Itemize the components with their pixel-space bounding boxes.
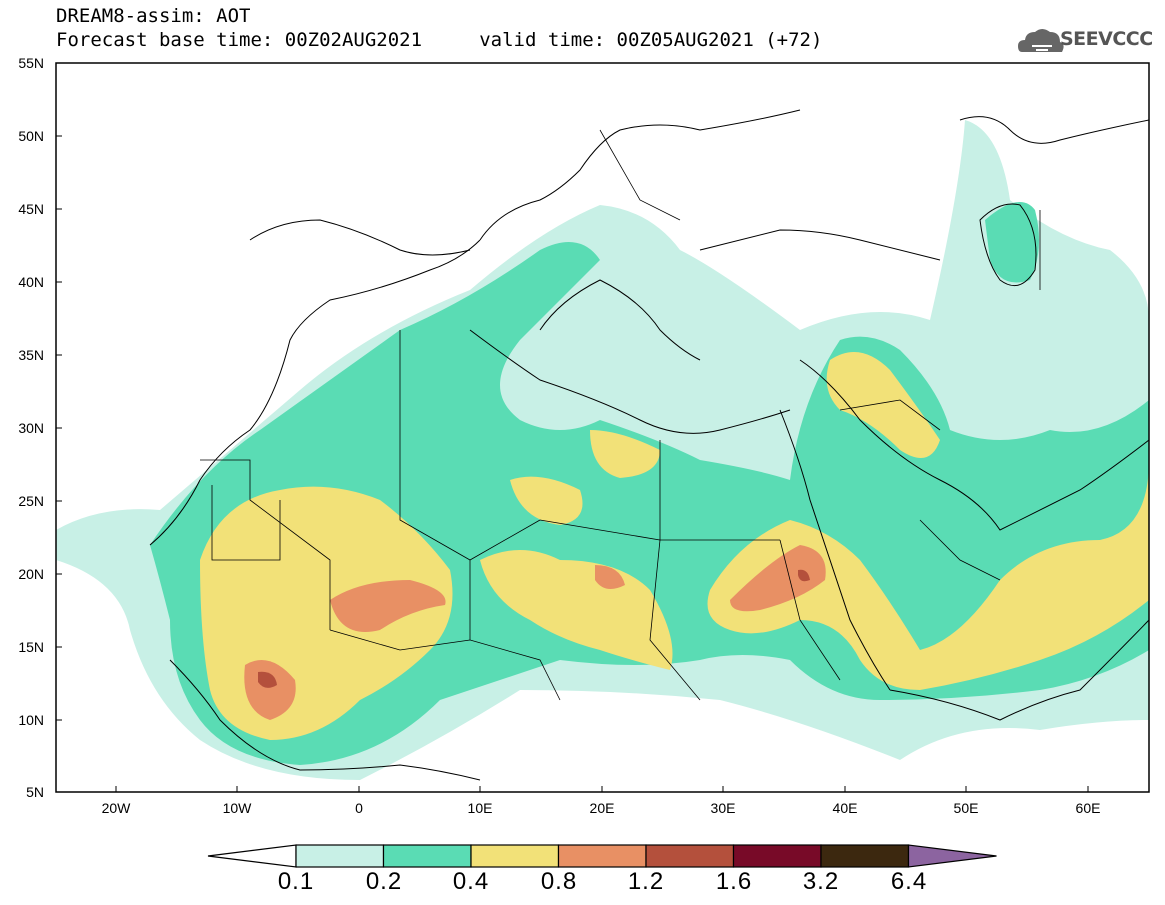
lon-label: 10E [467,800,493,816]
lon-label: 50E [953,800,979,816]
lat-label: 15N [18,639,44,655]
colorbar-label: 0.1 [277,868,315,895]
aot-1.2-region-sudan [798,569,810,582]
aot-0.4-region-mesopotamia [826,352,940,458]
aot-0.2-region-caspian [985,202,1039,283]
lat-label: 55N [18,55,44,71]
colorbar-label: 0.8 [540,868,578,895]
lon-label: 0 [355,800,363,816]
lat-label: 20N [18,566,44,582]
aot-0.4-region-central [480,550,673,670]
lat-label: 45N [18,201,44,217]
aot-0.8-region-sudan [730,545,826,612]
lat-label: 40N [18,274,44,290]
colorbar-label: 3.2 [802,868,840,895]
lon-label: 60E [1075,800,1101,816]
seevccc-logo: SEEVCCC [1060,28,1153,50]
lon-label: 20E [589,800,615,816]
lat-label: 5N [26,784,44,800]
aot-0.8-region-niger [330,580,446,632]
lon-label: 10W [222,800,252,816]
cloud-icon [1018,29,1064,52]
lat-label: 10N [18,712,44,728]
coastlines [149,109,1149,781]
colorbar-label: 1.2 [627,868,665,895]
forecast-time-line: Forecast base time: 00Z02AUG2021 valid t… [56,29,823,51]
lon-label: 40E [832,800,858,816]
colorbar-label: 0.2 [365,868,403,895]
country-borders [200,129,1041,701]
map-title: DREAM8-assim: AOT [56,5,251,27]
colorbar-label: 1.6 [715,868,753,895]
colorbar-label: 6.4 [890,868,928,895]
lon-label: 30E [710,800,736,816]
lat-label: 35N [18,347,44,363]
aot-0.4-region-libya [590,430,660,478]
aot-0.8-region-chad [595,565,625,589]
aot-0.4-region-egypt [510,476,583,525]
aot-0.4-region-arabia [707,460,1149,690]
lat-label: 30N [18,420,44,436]
aot-1.2-region-mali [258,671,277,688]
lat-label: 50N [18,128,44,144]
axis-ticks [56,62,1089,792]
lat-label: 25N [18,493,44,509]
lon-label: 20W [101,800,131,816]
aot-0.8-region-mali [244,660,296,720]
colorbar-label: 0.4 [452,868,490,895]
